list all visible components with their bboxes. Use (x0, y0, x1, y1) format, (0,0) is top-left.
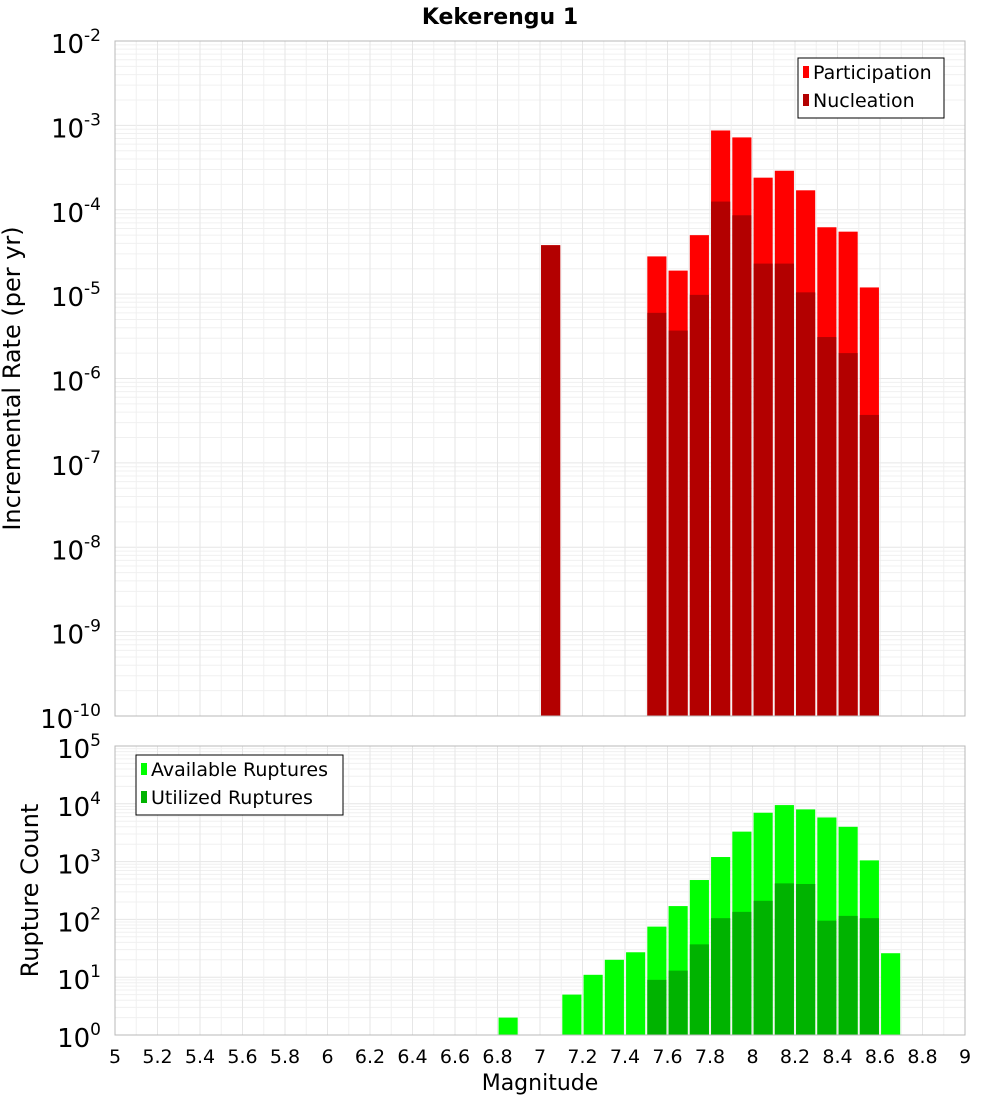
y-axis-label: Rupture Count (16, 804, 44, 978)
y-tick-label: 10-9 (51, 617, 101, 651)
legend-label: Participation (813, 62, 932, 84)
x-tick-label: 6.6 (440, 1046, 470, 1068)
bar-utilized-ruptures (668, 970, 688, 1035)
x-tick-label: 7.6 (652, 1046, 682, 1068)
x-tick-label: 8.2 (780, 1046, 810, 1068)
x-tick-label: 5.8 (270, 1046, 300, 1068)
bar-utilized-ruptures (711, 918, 731, 1035)
x-tick-label: 7 (534, 1046, 546, 1068)
x-tick-label: 8.8 (907, 1046, 937, 1068)
x-tick-label: 7.2 (567, 1046, 597, 1068)
legend-label: Nucleation (813, 90, 915, 112)
legend: Available Ruptures Utilized Ruptures (135, 754, 344, 816)
legend-swatch (141, 791, 147, 803)
legend-swatch (141, 763, 147, 775)
rate-panel: 10-10 10-9 10-8 10-7 10-6 10-5 10-4 10-3 10-2 Inc… (0, 26, 966, 735)
bar-nucleation (647, 312, 667, 716)
x-tick-label: 6.8 (482, 1046, 512, 1068)
bar-utilized-ruptures (796, 883, 816, 1035)
bar-utilized-ruptures (859, 918, 879, 1035)
x-tick-label: 8 (746, 1046, 758, 1068)
x-tick-label: 6 (321, 1046, 333, 1068)
bar-available-ruptures (881, 953, 901, 1035)
bar-nucleation (689, 294, 709, 716)
x-tick-label: 9 (959, 1046, 971, 1068)
legend-label: Utilized Ruptures (151, 787, 313, 809)
y-tick-label: 10-8 (51, 532, 101, 566)
bar-nucleation (711, 201, 731, 716)
legend: Participation Nucleation (797, 57, 945, 119)
bar-nucleation (859, 414, 879, 716)
x-tick-label: 8.4 (822, 1046, 852, 1068)
y-tick-label: 10-4 (51, 195, 101, 229)
y-tick-label: 10-10 (40, 701, 101, 735)
legend-box (797, 57, 945, 119)
x-tick-label: 5.6 (227, 1046, 257, 1068)
y-tick-label: 10-6 (51, 364, 101, 398)
x-tick-label: 5.4 (185, 1046, 215, 1068)
bar-nucleation (838, 353, 858, 716)
x-tick-label: 6.4 (397, 1046, 427, 1068)
y-tick-label: 105 (57, 731, 101, 765)
y-tick-label: 10-7 (51, 448, 101, 482)
bar-utilized-ruptures (838, 915, 858, 1035)
legend-swatch (803, 94, 809, 106)
y-tick-label: 104 (57, 789, 101, 823)
plot-frame (114, 40, 966, 717)
y-tick-label: 10-3 (51, 110, 101, 144)
legend-label: Available Ruptures (151, 759, 328, 781)
bar-available-ruptures (604, 959, 624, 1035)
x-tick-label: 7.4 (610, 1046, 640, 1068)
x-tick-label: 6.2 (355, 1046, 385, 1068)
bar-utilized-ruptures (732, 911, 752, 1035)
y-axis-label: Incremental Rate (per yr) (0, 226, 26, 530)
bar-utilized-ruptures (774, 883, 794, 1035)
chart-title: Kekerengu 1 (422, 5, 578, 30)
x-tick-label: 7.8 (695, 1046, 725, 1068)
bar-available-ruptures (562, 994, 582, 1035)
bar-utilized-ruptures (647, 979, 667, 1035)
x-tick-label: 8.6 (865, 1046, 895, 1068)
y-tick-label: 10-5 (51, 279, 101, 313)
y-tick-label: 103 (57, 847, 101, 881)
y-tick-label: 100 (57, 1020, 101, 1054)
bar-utilized-ruptures (817, 920, 837, 1035)
count-panel: 100 101 102 103 104 105 5 5.2 5.4 5.6 5.8 6 6.2 6.4 6.… (16, 731, 971, 1068)
bar-nucleation (668, 330, 688, 716)
x-axis-label: Magnitude (482, 1071, 599, 1096)
x-tick-label: 5 (109, 1046, 121, 1068)
bar-available-ruptures (583, 974, 603, 1035)
legend-box (135, 754, 344, 816)
bar-available-ruptures (626, 952, 646, 1035)
y-tick-label: 10-2 (51, 26, 101, 60)
x-tick-label: 5.2 (142, 1046, 172, 1068)
bar-utilized-ruptures (753, 900, 773, 1035)
bar-available-ruptures (498, 1017, 518, 1035)
bar-utilized-ruptures (689, 944, 709, 1035)
bar-nucleation (541, 245, 561, 716)
y-tick-label: 101 (57, 962, 101, 996)
bar-nucleation (732, 215, 752, 716)
legend-swatch (803, 66, 809, 78)
bar-nucleation (774, 263, 794, 716)
plot-frame (114, 745, 966, 1036)
bar-nucleation (817, 337, 837, 716)
bar-nucleation (753, 263, 773, 716)
y-tick-label: 102 (57, 904, 101, 938)
bar-nucleation (796, 292, 816, 716)
